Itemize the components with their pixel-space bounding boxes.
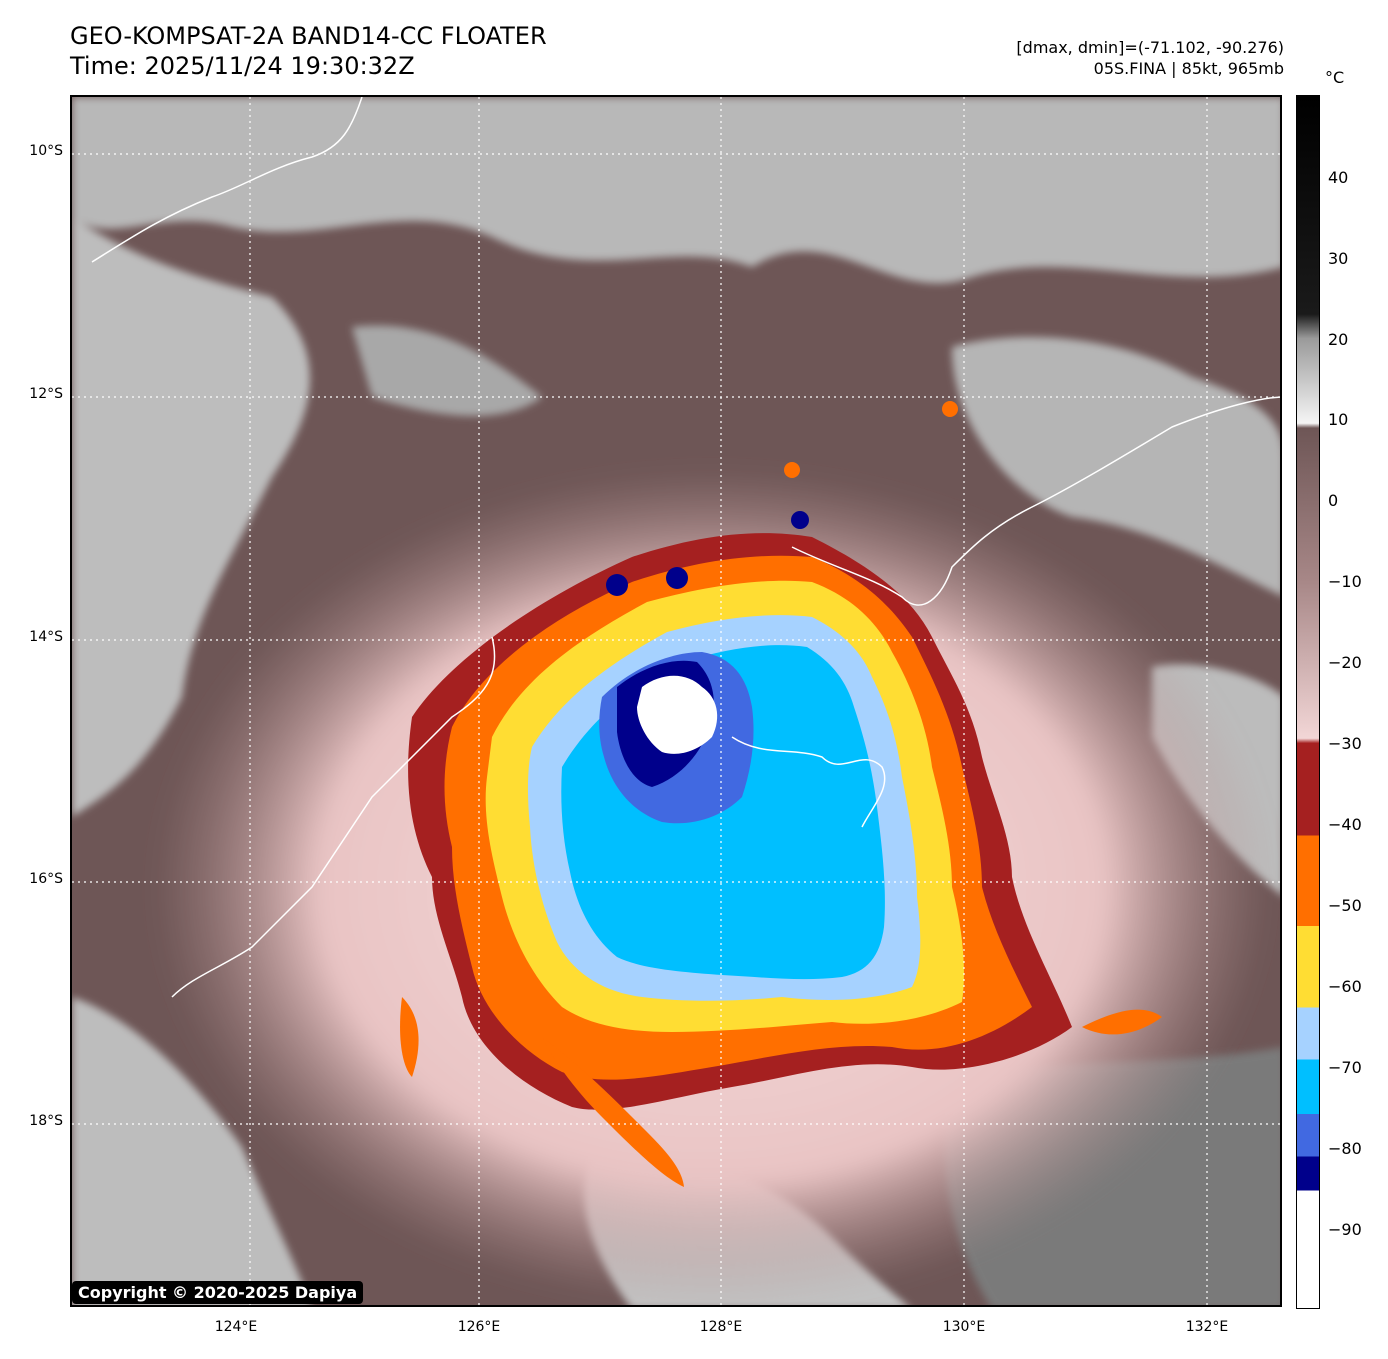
lat-label: 10°S — [29, 143, 63, 159]
colorbar-tick-label: −80 — [1328, 1139, 1362, 1158]
lon-label: 124°E — [214, 1319, 258, 1335]
colorbar-tick-label: −90 — [1328, 1220, 1362, 1239]
colorbar-tick-label: −60 — [1328, 977, 1362, 996]
lat-label: 12°S — [29, 386, 63, 402]
lon-label: 132°E — [1185, 1319, 1229, 1335]
colorbar-tick-label: 0 — [1328, 491, 1339, 510]
lon-label: 126°E — [457, 1319, 501, 1335]
colorbar-tick-label: −30 — [1328, 734, 1362, 753]
lat-label: 18°S — [29, 1113, 63, 1129]
satellite-canvas — [72, 97, 1280, 1305]
colorbar-tick-label: 10 — [1328, 410, 1349, 429]
convective-core — [400, 401, 1162, 1187]
colorbar-tick-label: −40 — [1328, 815, 1362, 834]
map-time: Time: 2025/11/24 19:30:32Z — [70, 52, 415, 80]
colorbar-tick-label: −70 — [1328, 1058, 1362, 1077]
copyright-badge: Copyright © 2020-2025 Dapiya — [72, 1281, 364, 1304]
map-title: GEO-KOMPSAT-2A BAND14-CC FLOATER — [70, 22, 547, 50]
storm-info: 05S.FINA | 85kt, 965mb — [1093, 59, 1284, 78]
lat-label: 14°S — [29, 629, 63, 645]
colorbar-tick-label: −50 — [1328, 896, 1362, 915]
colorbar-tick-label: 30 — [1328, 249, 1349, 268]
data-range: [dmax, dmin]=(-71.102, -90.276) — [1016, 38, 1284, 57]
lon-label: 130°E — [942, 1319, 986, 1335]
colorbar — [1296, 95, 1320, 1309]
lat-label: 16°S — [29, 871, 63, 887]
colorbar-tick-label: 40 — [1328, 168, 1349, 187]
colorbar-tick-label: −20 — [1328, 653, 1362, 672]
colorbar-tick-label: 20 — [1328, 330, 1349, 349]
lon-label: 128°E — [699, 1319, 743, 1335]
satellite-image[interactable] — [70, 95, 1282, 1307]
colorbar-tick-label: −10 — [1328, 572, 1362, 591]
graticule — [72, 97, 1280, 1305]
colorbar-unit: °C — [1325, 68, 1345, 87]
